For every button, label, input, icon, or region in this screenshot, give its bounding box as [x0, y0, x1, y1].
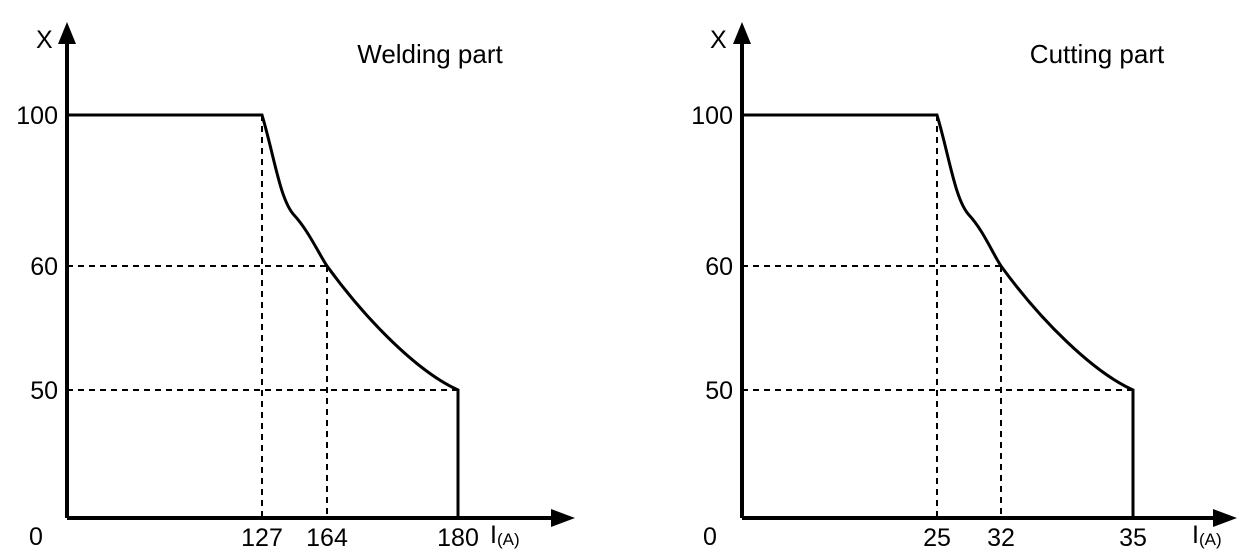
origin-label: 0 — [29, 523, 43, 550]
x-axis-arrow — [551, 509, 575, 527]
x-tick-label: 127 — [241, 524, 283, 550]
y-tick-label: 100 — [691, 102, 733, 130]
x-tick-label: 32 — [987, 524, 1015, 550]
x-axis-arrow — [1213, 509, 1237, 527]
origin-label: 0 — [703, 523, 717, 550]
x-tick-label: 180 — [437, 524, 479, 550]
y-tick-label: 100 — [16, 102, 58, 130]
chart-title: Welding part — [357, 39, 503, 69]
y-tick-label: 50 — [705, 377, 733, 405]
cutting-chart: Cutting part X 0 I(A) 100 60 50 25 32 35 — [691, 22, 1237, 550]
x-tick-label: 164 — [306, 524, 348, 550]
y-axis-label: X — [36, 26, 53, 54]
y-axis-arrow — [58, 22, 76, 44]
y-tick-label: 60 — [705, 253, 733, 281]
x-tick-label: 35 — [1119, 524, 1147, 550]
y-axis-arrow — [733, 22, 751, 44]
duty-cycle-curve — [742, 113, 1135, 518]
duty-cycle-curve — [67, 113, 460, 518]
y-tick-label: 50 — [30, 377, 58, 405]
welding-chart: Welding part X 0 I(A) 100 60 50 127 164 180 — [16, 22, 575, 550]
chart-title: Cutting part — [1030, 39, 1165, 69]
x-axis-label: I(A) — [1192, 521, 1222, 549]
y-axis-label: X — [710, 26, 727, 54]
y-tick-label: 60 — [30, 253, 58, 281]
x-tick-label: 25 — [923, 524, 951, 550]
x-axis-label: I(A) — [490, 521, 520, 549]
